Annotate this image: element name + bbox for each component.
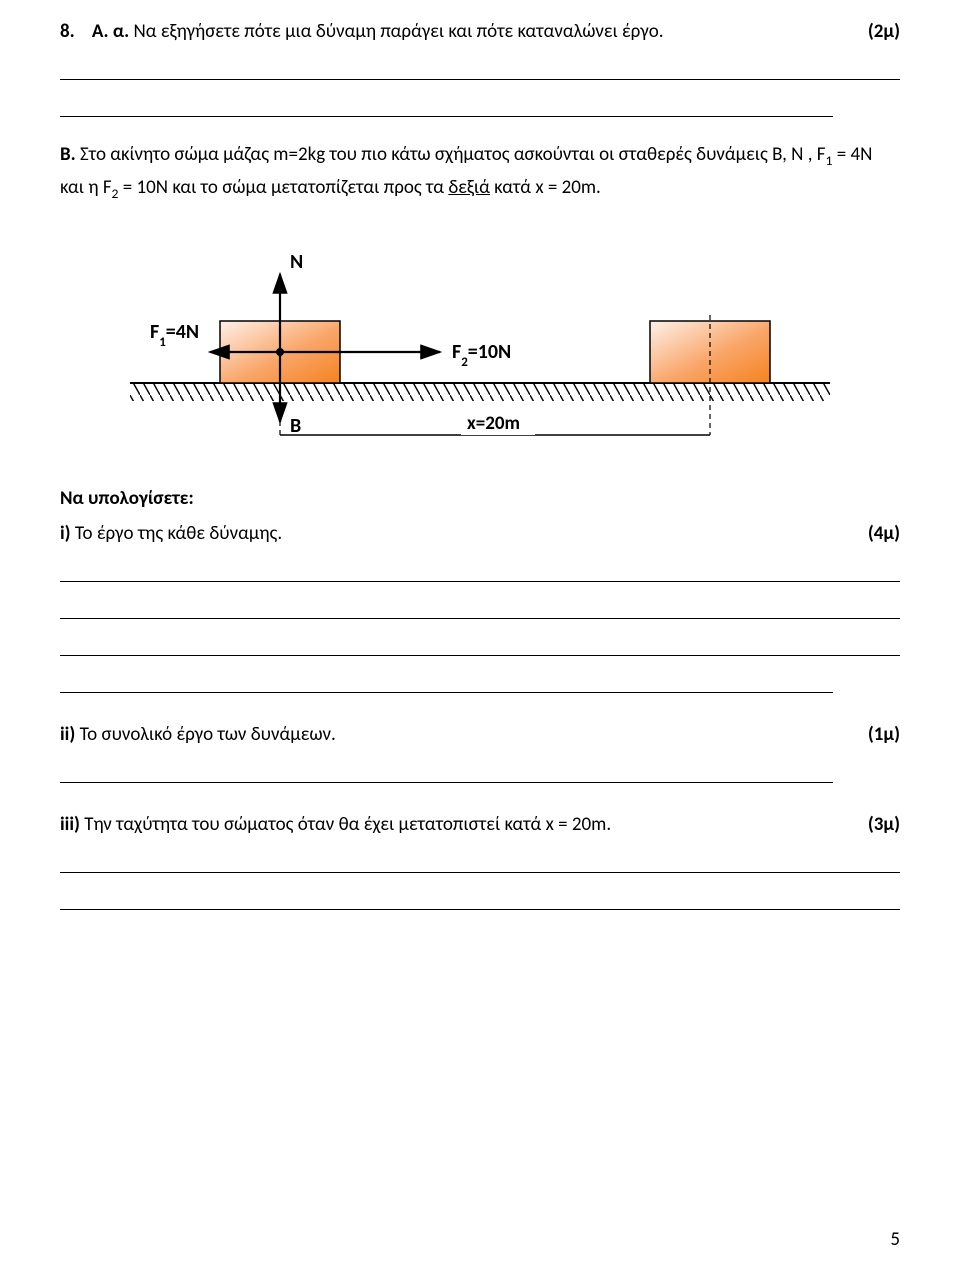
q8-number: 8. [60, 20, 75, 43]
q-i-text: Το έργο της κάθε δύναμης. [75, 522, 282, 545]
page-number: 5 [890, 1228, 900, 1251]
svg-text:N: N [290, 250, 303, 274]
answer-line [60, 872, 900, 873]
svg-text:F1=4N: F1=4N [150, 320, 199, 350]
svg-text:F2=10N: F2=10N [452, 340, 511, 370]
part-b-text-1: Στο ακίνητο σώμα μάζας m=2kg του πιο κάτ… [80, 143, 825, 166]
q-iii-text: Την ταχύτητα του σώματος όταν θα έχει με… [84, 813, 611, 836]
q-ii-text: Το συνολικό έργο των δυνάμεων. [80, 723, 336, 746]
answer-line [60, 655, 900, 656]
part-b-label: Β. [60, 143, 76, 166]
physics-diagram: NBF1=4NF2=10Nx=20m [60, 233, 900, 463]
q-i-label: i) [60, 522, 71, 545]
svg-text:x=20m: x=20m [467, 412, 520, 435]
q-ii: ii) Το συνολικό έργο των δυνάμεων. (1μ) [60, 723, 900, 746]
q8-part-a-text: Να εξηγήσετε πότε μια δύναμη παράγει και… [133, 20, 663, 43]
q-i: i) Το έργο της κάθε δύναμης. (4μ) [60, 522, 900, 545]
answer-line [60, 618, 900, 619]
calc-label: Να υπολογίσετε: [60, 487, 900, 510]
answer-line [60, 116, 833, 117]
q8-part-a-label: Α. α. [92, 20, 129, 43]
q8-part-a-points: (2μ) [868, 20, 900, 43]
diagram-svg: NBF1=4NF2=10Nx=20m [120, 233, 840, 463]
part-b-underlined: δεξιά [448, 176, 490, 199]
q-ii-points: (1μ) [868, 723, 900, 746]
answer-line [60, 692, 833, 693]
answer-line [60, 909, 900, 910]
q-iii-points: (3μ) [868, 813, 900, 836]
part-b-text-3: = 10N και το σώμα μετατοπίζεται προς τα [118, 176, 448, 199]
part-b-paragraph: Β. Στο ακίνητο σώμα μάζας m=2kg του πιο … [60, 139, 900, 205]
q-i-points: (4μ) [868, 522, 900, 545]
answer-line [60, 782, 833, 783]
q-iii: iii) Την ταχύτητα του σώματος όταν θα έχ… [60, 813, 900, 836]
answer-line [60, 581, 900, 582]
q-iii-label: iii) [60, 813, 80, 836]
answer-line [60, 79, 900, 80]
page: 8. Α. α. Να εξηγήσετε πότε μια δύναμη πα… [0, 0, 960, 1265]
part-b-text-4: κατά x = 20m. [490, 176, 601, 199]
q8-heading: 8. Α. α. Να εξηγήσετε πότε μια δύναμη πα… [60, 20, 900, 43]
q-ii-label: ii) [60, 723, 75, 746]
